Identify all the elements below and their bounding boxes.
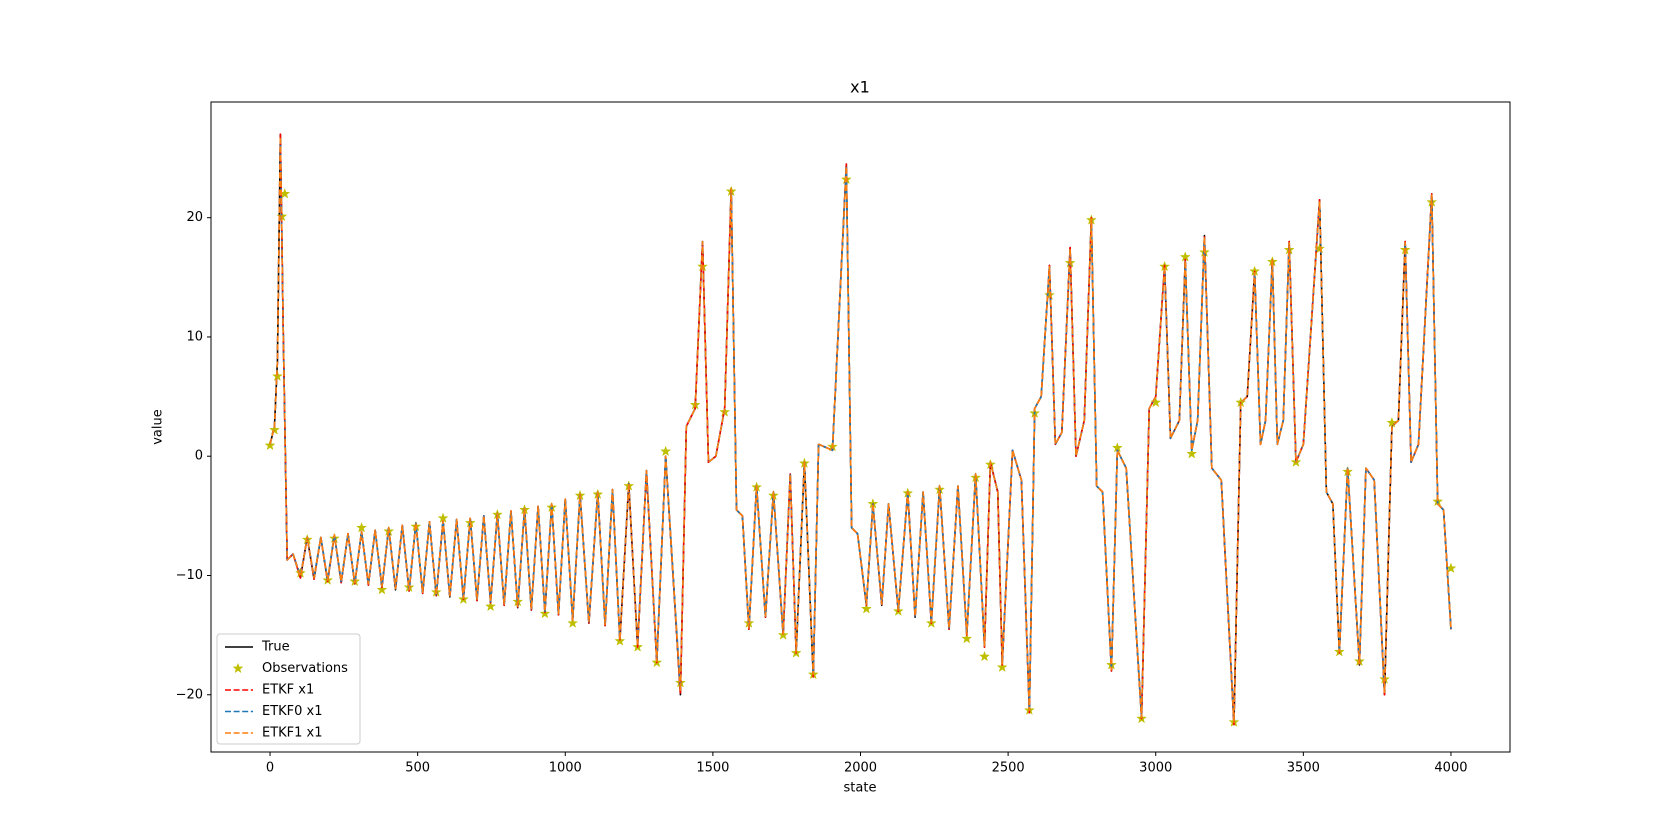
x-tick-label: 4000 bbox=[1434, 761, 1467, 776]
observation-marker bbox=[860, 603, 872, 614]
observation-marker bbox=[1386, 417, 1398, 428]
observation-marker bbox=[1186, 448, 1198, 459]
legend: True Observations ETKF x1 ETKF0 x1 ETKF1 x1 bbox=[216, 633, 361, 745]
axes: 0 500 1000 1500 2000 2500 3000 3500 4000 −20 −10 0 1… bbox=[176, 210, 1468, 775]
y-tick-label: 10 bbox=[186, 329, 203, 344]
x-tick-label: 500 bbox=[405, 761, 430, 776]
x-axis-label: state bbox=[844, 781, 877, 796]
observation-marker bbox=[1043, 289, 1055, 300]
observation-marker bbox=[268, 424, 280, 435]
legend-label: ETKF1 x1 bbox=[262, 726, 323, 741]
observation-marker bbox=[660, 445, 672, 457]
legend-box bbox=[216, 633, 361, 745]
x-tick-label: 1000 bbox=[549, 761, 582, 776]
observation-marker bbox=[1150, 396, 1162, 408]
x-tick-label: 2000 bbox=[844, 761, 877, 776]
observation-marker bbox=[264, 439, 276, 451]
legend-marker bbox=[232, 662, 244, 674]
legend-label: ETKF x1 bbox=[262, 683, 314, 698]
observation-marker bbox=[567, 617, 579, 628]
x-tick-label: 2500 bbox=[992, 761, 1025, 776]
observation-marker bbox=[979, 650, 990, 662]
observation-marker bbox=[356, 522, 368, 533]
observation-marker bbox=[485, 600, 497, 612]
x-tick-label: 0 bbox=[266, 761, 274, 776]
y-tick-label: −20 bbox=[176, 687, 203, 702]
observation-marker bbox=[614, 635, 626, 646]
y-tick-label: 20 bbox=[186, 210, 203, 225]
plot-area bbox=[264, 133, 1457, 727]
legend-label: ETKF0 x1 bbox=[262, 704, 323, 719]
chart-title: x1 bbox=[850, 78, 870, 97]
legend-label: True bbox=[261, 640, 290, 655]
x-tick-label: 1500 bbox=[696, 761, 729, 776]
observation-marker bbox=[376, 584, 388, 595]
observation-marker bbox=[961, 632, 973, 644]
observation-marker bbox=[996, 661, 1008, 672]
x-tick-label: 3000 bbox=[1139, 761, 1172, 776]
x-tick-label: 3500 bbox=[1287, 761, 1320, 776]
series-line bbox=[269, 135, 1452, 723]
y-tick-label: 0 bbox=[195, 449, 203, 464]
y-axis-label: value bbox=[151, 409, 166, 445]
y-tick-label: −10 bbox=[176, 568, 203, 583]
legend-label: Observations bbox=[262, 661, 348, 676]
